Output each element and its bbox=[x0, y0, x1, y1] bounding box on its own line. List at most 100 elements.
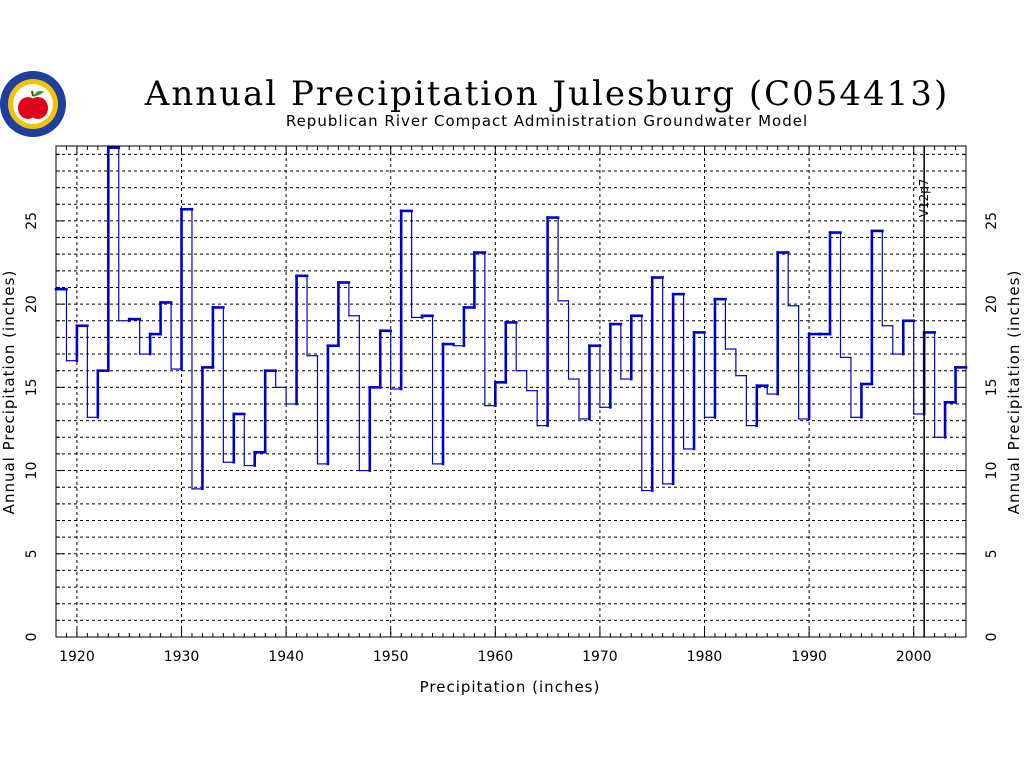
data-step bbox=[275, 370, 287, 388]
axis-ticks: 1920 1930 1940 1950 1960 1970 1980 1990 2000 0 0 5 5… bbox=[24, 146, 1000, 665]
y-tick-label: 25 bbox=[24, 212, 40, 230]
data-step bbox=[892, 325, 904, 355]
data-step bbox=[127, 317, 141, 323]
data-step bbox=[191, 208, 204, 490]
data-step bbox=[828, 231, 842, 336]
y-axis-label-left: Annual Precipitation (inches) bbox=[0, 270, 18, 515]
stem-icon bbox=[31, 90, 34, 97]
data-step bbox=[441, 342, 455, 466]
x-tick-label: 1920 bbox=[59, 649, 95, 665]
data-step bbox=[536, 390, 549, 427]
data-step bbox=[504, 321, 518, 384]
data-step bbox=[901, 319, 916, 356]
data-step bbox=[316, 355, 329, 465]
y-tick-label: 15 bbox=[24, 378, 40, 396]
data-step bbox=[735, 348, 747, 377]
data-step bbox=[557, 216, 570, 302]
data-step bbox=[776, 251, 790, 396]
apple-icon-right bbox=[28, 97, 48, 119]
data-step bbox=[337, 281, 351, 348]
y-tick-label: 20 bbox=[24, 295, 40, 313]
data-step bbox=[934, 331, 946, 438]
data-step bbox=[263, 369, 277, 454]
x-tick-label: 1940 bbox=[268, 649, 304, 665]
data-step bbox=[703, 331, 716, 418]
data-step bbox=[106, 146, 121, 372]
data-step bbox=[546, 216, 560, 427]
data-step bbox=[787, 251, 800, 307]
data-step bbox=[326, 344, 340, 466]
data-step bbox=[922, 331, 936, 416]
y-tick-label: 5 bbox=[24, 549, 40, 558]
data-step bbox=[180, 207, 194, 371]
data-step bbox=[473, 251, 487, 309]
data-step bbox=[431, 315, 444, 465]
data-step bbox=[420, 314, 434, 319]
y-tick-label-right: 10 bbox=[984, 462, 1000, 480]
data-step bbox=[588, 344, 602, 421]
annotation-layer: V12p7 bbox=[917, 146, 931, 637]
y-tick-label-right: 15 bbox=[984, 378, 1000, 396]
leaf-icon bbox=[33, 90, 44, 97]
data-step bbox=[201, 366, 215, 491]
x-tick-label: 2000 bbox=[896, 649, 932, 665]
data-step bbox=[399, 209, 413, 391]
data-step bbox=[159, 301, 173, 336]
data-step bbox=[411, 210, 423, 319]
data-step bbox=[609, 322, 623, 409]
apple-seal-logo bbox=[0, 71, 66, 137]
data-step bbox=[222, 306, 235, 463]
data-step bbox=[671, 292, 685, 486]
series-layer bbox=[54, 146, 968, 492]
data-step bbox=[766, 385, 779, 395]
x-tick-label: 1930 bbox=[164, 649, 200, 665]
data-step bbox=[348, 281, 360, 317]
data-step bbox=[798, 305, 810, 420]
x-tick-label: 1970 bbox=[582, 649, 618, 665]
data-step bbox=[368, 386, 382, 472]
data-step bbox=[860, 382, 874, 419]
x-tick-label: 1960 bbox=[477, 649, 513, 665]
data-step bbox=[650, 276, 664, 492]
chart-subtitle: Republican River Compact Administration … bbox=[286, 112, 808, 130]
y-tick-label-right: 5 bbox=[984, 549, 1000, 558]
data-step bbox=[567, 300, 580, 380]
data-step bbox=[526, 370, 538, 392]
data-step bbox=[148, 332, 162, 356]
data-step bbox=[620, 323, 632, 380]
y-tick-label-right: 0 bbox=[984, 633, 1000, 642]
data-step bbox=[870, 229, 884, 386]
data-step bbox=[243, 413, 256, 467]
data-step bbox=[599, 345, 611, 408]
x-tick-label: 1950 bbox=[373, 649, 409, 665]
y-axis-label-right: Annual Precipitation (inches) bbox=[1005, 270, 1023, 515]
plot-border bbox=[55, 145, 967, 638]
data-step bbox=[390, 330, 402, 390]
y-tick-label-right: 25 bbox=[984, 212, 1000, 230]
data-step bbox=[641, 315, 653, 492]
data-step bbox=[253, 450, 267, 467]
data-step bbox=[139, 318, 151, 355]
data-step bbox=[484, 251, 496, 407]
data-step bbox=[65, 288, 78, 362]
plot-frame bbox=[55, 145, 967, 638]
data-step bbox=[943, 401, 957, 439]
y-tick-label: 10 bbox=[24, 462, 40, 480]
grid bbox=[56, 146, 966, 637]
data-step bbox=[378, 329, 393, 389]
data-step bbox=[850, 356, 863, 418]
x-tick-label: 1980 bbox=[687, 649, 723, 665]
data-step bbox=[913, 320, 925, 415]
data-step bbox=[682, 293, 695, 450]
data-step bbox=[954, 366, 968, 404]
data-step bbox=[96, 369, 110, 419]
annotation-label: V12p7 bbox=[917, 179, 931, 218]
data-step bbox=[358, 315, 371, 472]
data-step bbox=[462, 306, 476, 348]
data-step bbox=[452, 343, 465, 347]
chart-title: Annual Precipitation Julesburg (C054413) bbox=[144, 74, 949, 114]
data-step bbox=[75, 324, 89, 363]
data-step bbox=[170, 301, 183, 370]
data-step bbox=[662, 276, 674, 485]
